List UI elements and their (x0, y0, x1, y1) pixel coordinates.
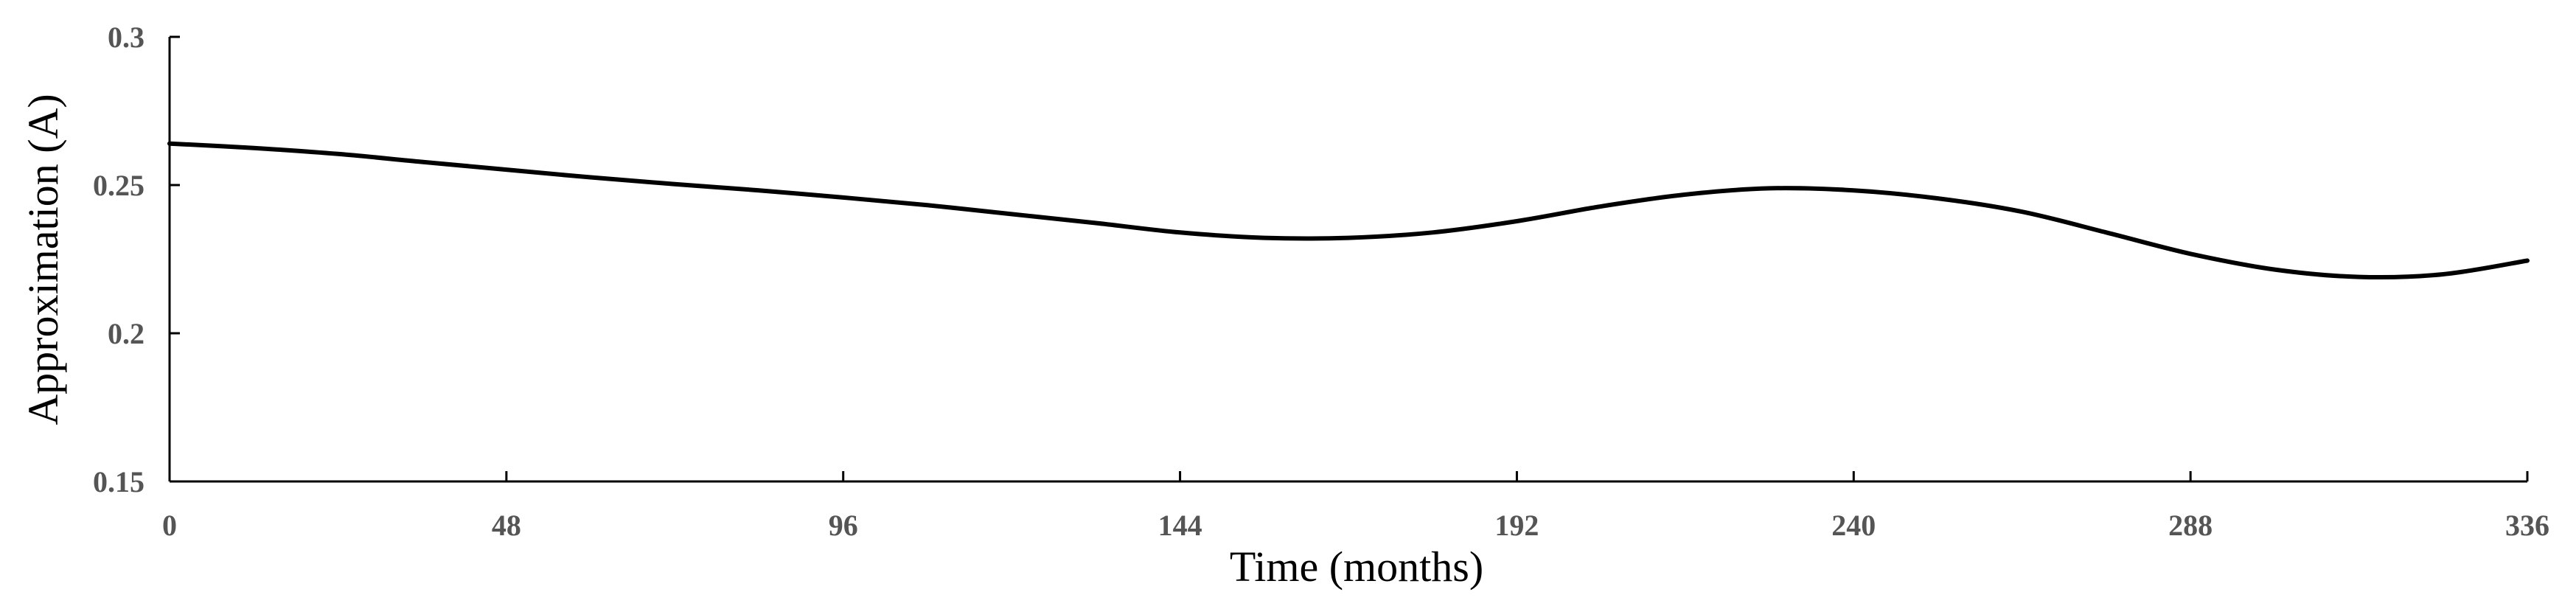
x-tick-label: 240 (1831, 509, 1876, 542)
x-tick-label: 192 (1494, 509, 1539, 542)
x-tick-label: 96 (829, 509, 858, 542)
series-line (167, 141, 2530, 280)
x-tick-label: 336 (2505, 509, 2549, 542)
x-tick-label: 288 (2168, 509, 2213, 542)
x-tick-label: 0 (162, 509, 177, 542)
y-tick-label: 0.25 (93, 169, 145, 202)
y-tick-label: 0.2 (108, 317, 145, 350)
y-tick-label: 0.3 (108, 21, 145, 54)
y-tick-label: 0.15 (93, 465, 145, 498)
x-tick-label: 144 (1158, 509, 1202, 542)
y-axis-title: Approximation (A) (19, 94, 67, 425)
y-ticks: 0.15 0.2 0.25 0.3 (93, 21, 180, 498)
x-tick-label: 48 (492, 509, 521, 542)
axes (168, 37, 2527, 483)
x-ticks: 0 48 96 144 192 240 288 336 (162, 471, 2549, 542)
x-axis-title: Time (months) (1230, 543, 1483, 591)
series-layer (167, 141, 2530, 280)
